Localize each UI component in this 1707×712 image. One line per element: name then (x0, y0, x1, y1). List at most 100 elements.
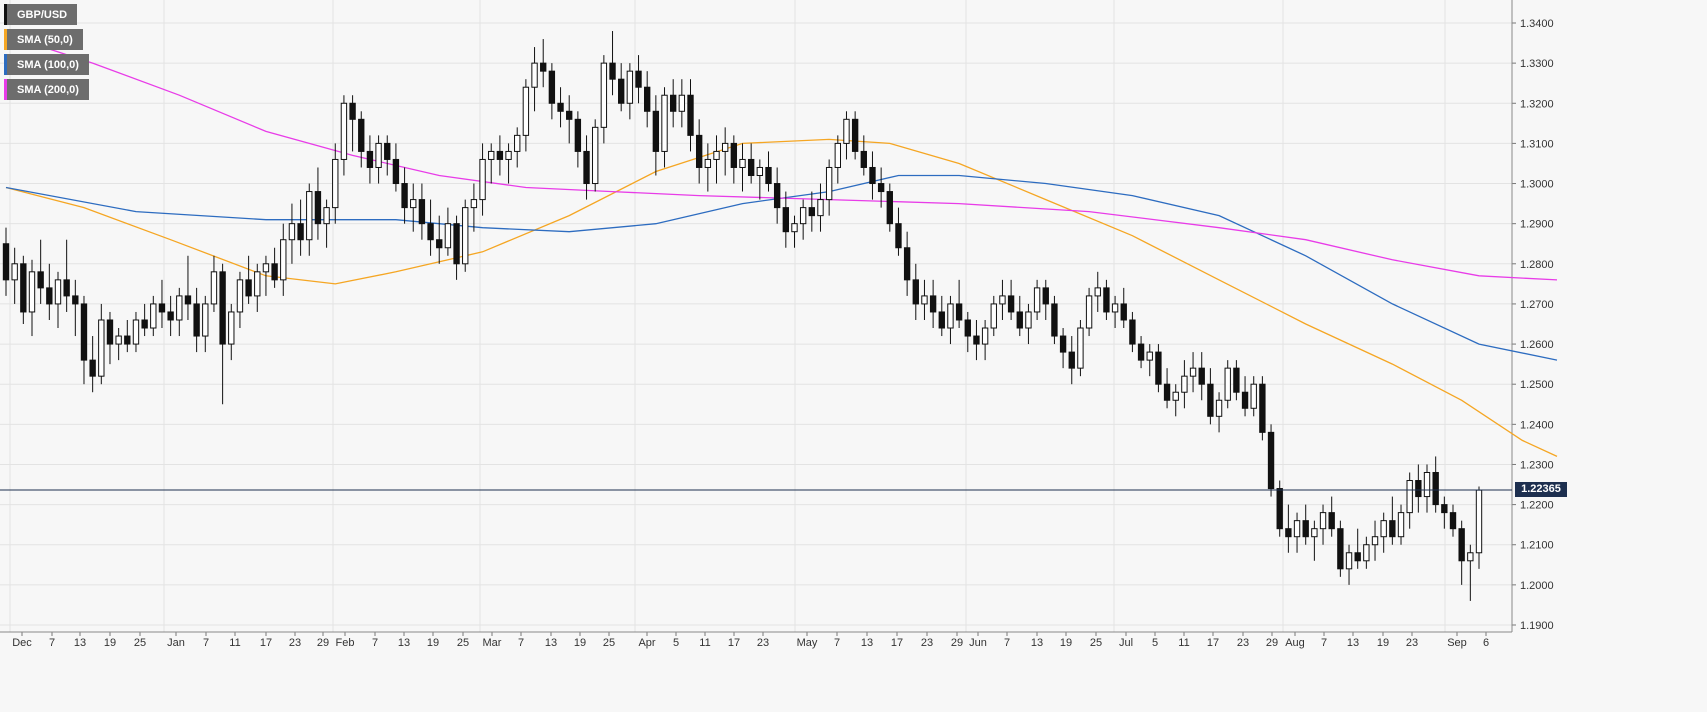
candle-bear (782, 207, 790, 233)
candle-bear (496, 150, 504, 160)
candle-bull (1077, 327, 1084, 369)
y-tick-label: 1.2500 (1520, 379, 1554, 391)
candle-bear (63, 279, 70, 297)
candle-bear (427, 223, 434, 241)
y-tick-label: 1.2800 (1520, 259, 1554, 271)
candle-bear (392, 158, 400, 185)
candle-bear (540, 62, 547, 72)
candle-bull (1371, 536, 1379, 546)
candle-bear (384, 142, 391, 160)
legend-item-gbpusd[interactable]: GBP/USD (4, 4, 78, 25)
x-tick-label: 17 (1207, 637, 1219, 649)
x-tick-label: 19 (574, 637, 586, 649)
candle-bear (1163, 383, 1171, 401)
candle-bull (522, 86, 530, 136)
candle-bull (505, 150, 512, 160)
candle-bull (799, 207, 807, 225)
x-tick-label: 25 (1090, 637, 1102, 649)
candle-bear (566, 110, 573, 120)
candle-bull (210, 271, 218, 305)
candle-bear (869, 166, 876, 185)
legend-swatch (4, 4, 7, 25)
candle-bear (929, 295, 937, 313)
candle-bear (20, 263, 27, 313)
candle-bear (2, 243, 10, 281)
candle-bull (228, 311, 235, 345)
candle-bear (548, 70, 556, 104)
x-tick-label: 13 (861, 637, 873, 649)
candle-bull (678, 94, 686, 112)
candle-bear (583, 150, 590, 185)
legend-item-sma100[interactable]: SMA (100,0) (4, 54, 89, 75)
x-tick-label: 7 (1004, 637, 1010, 649)
y-tick-label: 1.2600 (1520, 339, 1554, 351)
candle-bear (1155, 351, 1162, 385)
candle-bear (1129, 319, 1136, 345)
candle-bull (600, 62, 608, 128)
candle-bear (635, 70, 642, 88)
candle-bear (1458, 528, 1465, 562)
candle-bull (115, 335, 122, 345)
candle-bear (1207, 383, 1214, 417)
x-tick-label: May (797, 637, 818, 649)
candle-bear (401, 183, 408, 209)
legend-swatch (4, 79, 7, 100)
x-tick-label: 7 (834, 637, 840, 649)
candle-bull (713, 150, 720, 160)
candle-bear (1337, 528, 1344, 570)
x-tick-label: 6 (1483, 637, 1489, 649)
x-tick-label: 7 (518, 637, 524, 649)
legend-swatch (4, 54, 7, 75)
x-tick-label: Dec (12, 637, 32, 649)
x-tick-label: 5 (1152, 637, 1158, 649)
candle-bear (1137, 343, 1145, 361)
candle-bull (514, 134, 521, 152)
candle-bear (1198, 367, 1205, 385)
candle-bear (1051, 303, 1058, 337)
candle-bull (202, 303, 209, 337)
candle-bull (288, 223, 296, 241)
candle-bear (669, 94, 677, 112)
x-tick-label: 5 (673, 637, 679, 649)
x-tick-label: 25 (603, 637, 615, 649)
legend-item-sma200[interactable]: SMA (200,0) (4, 79, 89, 100)
candle-bull (1224, 367, 1231, 401)
candle-bull (1085, 295, 1093, 329)
candle-bear (314, 191, 322, 225)
x-tick-label: 17 (728, 637, 740, 649)
candle-bull (791, 223, 798, 233)
y-tick-label: 1.2700 (1520, 299, 1554, 311)
legend-item-sma50[interactable]: SMA (50,0) (4, 29, 83, 50)
candle-bull (1423, 471, 1431, 498)
y-tick-label: 1.2200 (1520, 500, 1554, 512)
y-tick-label: 1.2400 (1520, 419, 1554, 431)
x-tick-label: 11 (229, 637, 240, 649)
x-tick-label: Jul (1119, 637, 1133, 649)
candle-bear (964, 319, 971, 337)
x-tick-label: 19 (427, 637, 439, 649)
candle-bear (46, 287, 53, 305)
candle-bull (1475, 489, 1483, 554)
x-tick-label: 13 (1031, 637, 1043, 649)
candle-bull (462, 207, 469, 265)
candle-bull (531, 62, 538, 88)
x-tick-label: 29 (951, 637, 963, 649)
candle-bear (271, 263, 278, 281)
candle-bear (1276, 488, 1283, 530)
candle-bear (72, 295, 79, 305)
candle-bull (1181, 375, 1188, 393)
candle-bear (1432, 471, 1439, 506)
x-tick-label: 23 (289, 637, 301, 649)
candle-bull (1406, 480, 1413, 514)
candle-bull (817, 199, 824, 217)
candle-bear (349, 102, 356, 120)
candle-bull (98, 319, 105, 377)
y-tick-label: 1.1900 (1520, 620, 1554, 632)
candle-bear (418, 199, 426, 225)
candle-bear (652, 110, 660, 152)
candle-bull (262, 263, 270, 273)
legend-label: SMA (100,0) (17, 58, 79, 71)
x-tick-label: 19 (104, 637, 116, 649)
sma-line-1 (5, 174, 1558, 361)
